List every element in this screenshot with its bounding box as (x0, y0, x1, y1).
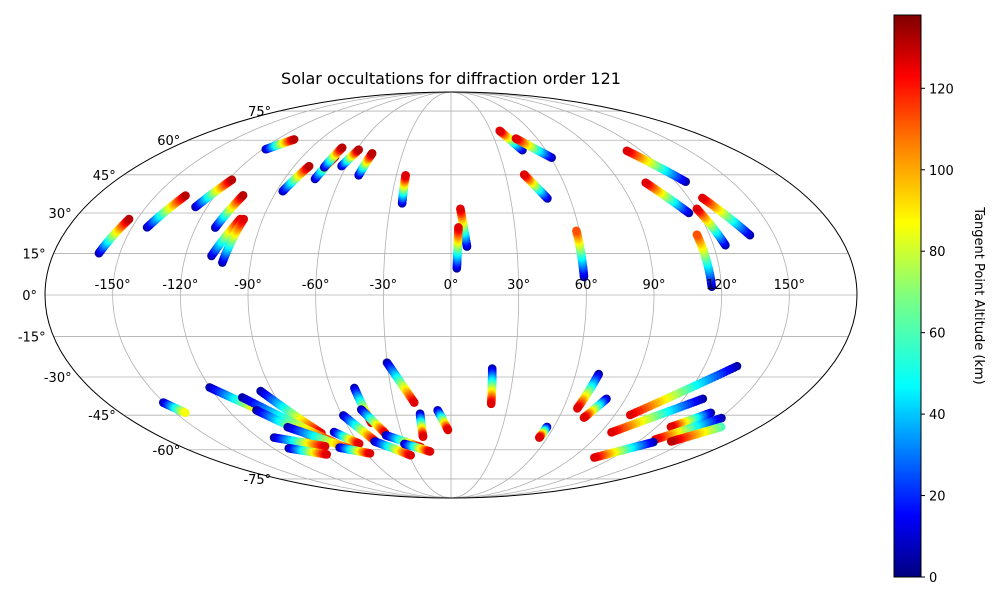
colorbar-tick-label: 100 (929, 164, 954, 179)
track-point (227, 175, 237, 185)
track-point (443, 425, 453, 435)
track-point (486, 399, 496, 409)
colorbar-tick-label: 40 (929, 408, 946, 423)
latitude-labels: 75° 60° 45° 30° 15° 0° -15° -30° -45° -60° -75° (18, 105, 271, 488)
lat-tick-label: -60° (153, 444, 181, 459)
track-point (367, 149, 377, 158)
track-point (519, 170, 529, 179)
colorbar-tick-label: 80 (929, 245, 946, 260)
track-point (406, 450, 416, 460)
occultation-tracks (94, 126, 755, 462)
longitude-labels: -150° -120° -90° -60° -30° 0° 30° 60° 90° 120° 150… (95, 278, 805, 293)
track-point (573, 403, 582, 413)
lat-tick-label: 0° (22, 289, 37, 304)
track-point (590, 453, 599, 462)
colorbar-tick-label: 120 (929, 82, 954, 97)
track-point (365, 449, 375, 458)
colorbar-tick-label: 0 (929, 571, 937, 586)
track-point (666, 437, 676, 446)
lat-tick-label: 30° (49, 207, 72, 222)
lat-tick-label: 15° (23, 247, 46, 262)
lon-tick-label: 60° (575, 278, 598, 293)
chart-title: Solar occultations for diffraction order… (281, 69, 621, 88)
track-point (692, 204, 702, 214)
track-point (181, 408, 190, 418)
track-point (454, 223, 463, 232)
lat-tick-label: -15° (18, 331, 46, 346)
track-point (239, 214, 248, 224)
lon-tick-label: 90° (642, 278, 665, 293)
track-point (572, 226, 581, 236)
track-point (337, 143, 347, 152)
track-point (304, 161, 314, 171)
lon-tick-label: -30° (369, 278, 397, 293)
lat-tick-label: -45° (88, 409, 116, 424)
track-point (238, 191, 248, 200)
colorbar-tick-label: 20 (929, 490, 946, 505)
lon-tick-label: -90° (234, 278, 262, 293)
colorbar-label: Tangent Point Altitude (km) (971, 206, 986, 384)
track-point (401, 171, 410, 180)
track-point (622, 146, 632, 156)
track-point (322, 450, 332, 459)
track-point (320, 441, 330, 451)
track-point (607, 428, 616, 437)
lat-tick-label: -30° (44, 371, 72, 386)
track-point (641, 178, 650, 188)
track-point (692, 230, 702, 239)
lat-tick-label: -75° (243, 473, 271, 488)
track-point (579, 413, 589, 422)
track-point (625, 410, 635, 420)
colorbar-ticks: 0 20 40 60 80 100 120 (921, 82, 954, 586)
track-point (409, 398, 419, 407)
track-point (289, 135, 299, 144)
track-point (425, 447, 435, 456)
colorbar (893, 14, 922, 578)
lon-tick-label: 150° (774, 278, 805, 293)
colorbar-tick-label: 60 (929, 327, 946, 342)
track-point (418, 432, 428, 441)
lon-tick-label: 120° (706, 278, 737, 293)
lat-tick-label: 60° (157, 134, 180, 149)
track-point (354, 439, 364, 448)
graticule (45, 91, 857, 499)
lon-tick-label: -150° (95, 278, 131, 293)
track-point (124, 214, 134, 224)
lon-tick-label: 0° (444, 278, 459, 293)
lat-tick-label: 45° (93, 169, 116, 184)
lon-tick-label: -120° (162, 278, 198, 293)
track-point (698, 193, 707, 203)
track-point (456, 204, 465, 214)
track-point (354, 145, 364, 154)
track-point (534, 433, 544, 442)
track-point (181, 191, 190, 200)
lon-tick-label: 30° (507, 278, 530, 293)
lon-tick-label: -60° (302, 278, 330, 293)
track-point (511, 134, 521, 143)
track-point (495, 126, 504, 136)
lat-tick-label: 75° (248, 105, 271, 120)
